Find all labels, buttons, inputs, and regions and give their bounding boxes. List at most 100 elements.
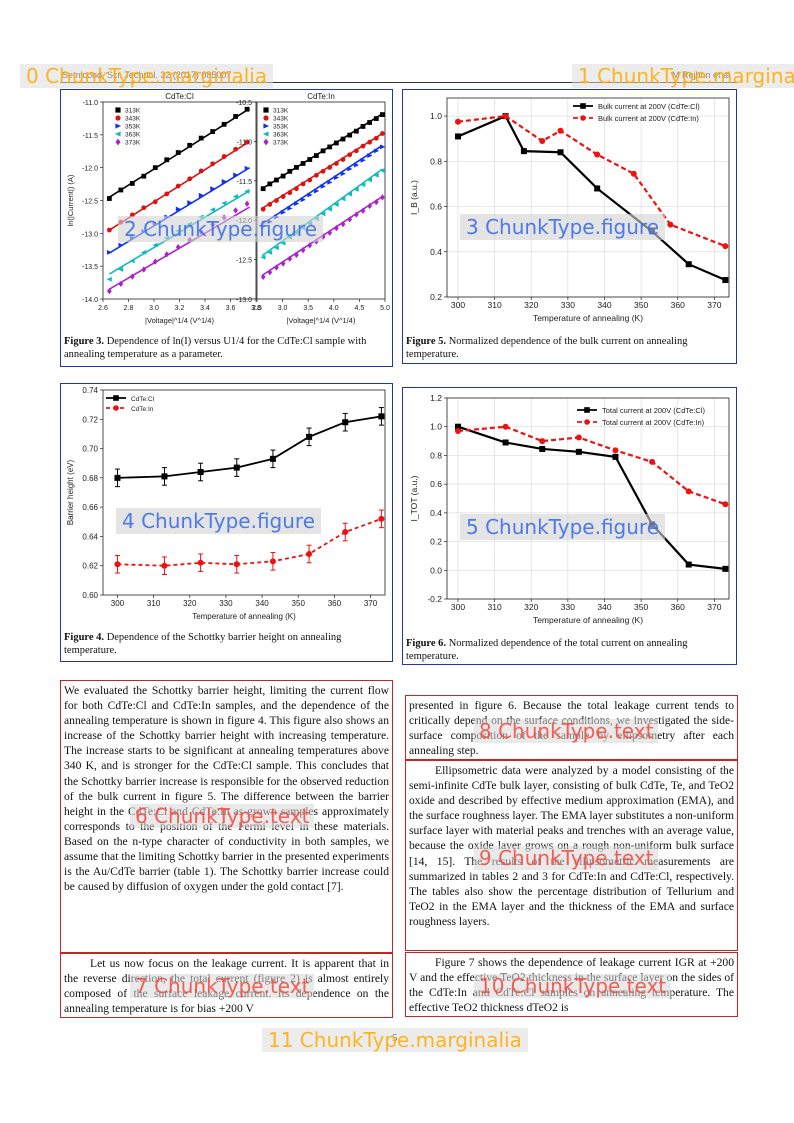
fig3b-point-2-13: [347, 166, 353, 172]
text-block-right-3: Figure 7 shows the dependence of leakage…: [405, 952, 738, 1017]
fig3a-point-3-12: [244, 188, 250, 194]
fig6-series-line-1: [457, 425, 726, 506]
fig3b-point-4-0: [260, 273, 266, 281]
fig3b-point-2-16: [367, 153, 373, 158]
text-block-right-2: Ellipsometric data were analyzed by a mo…: [405, 760, 738, 951]
fig3b-point-0-0: [260, 186, 266, 192]
fig3a-point-0-0: [106, 196, 112, 201]
fig3b-point-1-3: [280, 194, 286, 199]
fig3b-point-2-9: [320, 183, 326, 189]
fig4-legend-marker-0: [113, 395, 119, 401]
fig4-series-line-1: [117, 518, 382, 567]
fig3a-point-1-7: [187, 176, 193, 182]
fig4-point-0-4: [269, 455, 276, 462]
fig3a-point-1-0: [106, 227, 112, 233]
fig3b-legend-label-2: 353K: [273, 124, 289, 131]
fig3a-xtick-label-1: 2.8: [124, 305, 134, 312]
fig6-point-1-1: [502, 423, 509, 430]
fig3a-legend-marker-3: [114, 131, 121, 137]
fig3a-point-4-0: [106, 288, 112, 295]
fig3b-xtick-label-1: 3.0: [278, 305, 288, 312]
fig3b-point-4-2: [274, 264, 279, 271]
fig3a-legend-marker-4: [115, 138, 121, 146]
fig3b-point-2-12: [340, 171, 346, 177]
fig6-point-1-0: [454, 428, 461, 435]
fig3a-point-4-3: [141, 266, 147, 273]
fig3a-legend-marker-0: [115, 107, 121, 113]
fig6-point-1-4: [612, 447, 619, 454]
fig3b-point-2-10: [327, 179, 333, 185]
figure-3-caption-label: Figure 3.: [64, 336, 105, 347]
fig3b-ytick-label-4: -11.0: [237, 139, 253, 146]
fig6-xtick-label-7: 370: [707, 602, 721, 612]
figure-6-caption-label: Figure 6.: [406, 638, 447, 649]
figure-6-caption: Figure 6. Normalized dependence of the t…: [406, 638, 734, 663]
fig3b-ytick-label-2: -12.0: [236, 218, 252, 225]
fig3b-legend-label-0: 313K: [273, 108, 289, 115]
fig3b-point-3-2: [273, 245, 279, 251]
fig4-point-1-0: [114, 561, 121, 568]
fig6-plot-frame: [446, 397, 730, 600]
fig3a-title: CdTe:Cl: [165, 92, 194, 101]
fig4-xtick-label-4: 340: [255, 599, 269, 608]
fig3b-point-1-16: [367, 139, 373, 145]
fig3b-point-3-1: [266, 250, 273, 255]
fig3b-ytick-label-1: -12.5: [236, 258, 252, 265]
fig5-point-0-6: [685, 261, 692, 268]
fig3a-fit-line-2: [108, 166, 251, 254]
fig6-xtick-label-6: 360: [671, 602, 685, 612]
fig3b-point-3-0: [260, 254, 266, 260]
fig3a-point-0-9: [210, 129, 216, 134]
fig3b-ytick-label-5: -10.5: [236, 100, 252, 107]
fig6-ytick-label-3: 0.4: [430, 508, 442, 518]
fig3b-point-0-18: [380, 112, 385, 118]
page-number: 5: [392, 1032, 398, 1044]
figure-4-caption-text: Dependence of the Schottky barrier heigh…: [64, 632, 342, 656]
fig5-point-0-3: [557, 149, 564, 156]
paragraph-schottky-barrier: We evaluated the Schottky barrier height…: [64, 684, 389, 894]
fig4-ytick-label-6: 0.72: [82, 415, 98, 424]
fig5-ylabel: I_B (a.u.): [409, 180, 419, 215]
fig3b-point-1-4: [287, 190, 293, 196]
fig3a-point-1-12: [244, 139, 250, 145]
fig6-point-1-7: [722, 501, 729, 508]
fig3b-point-1-11: [333, 161, 339, 166]
fig3b-point-0-2: [274, 177, 279, 183]
paragraph-ellipsometry: Ellipsometric data were analyzed by a mo…: [409, 764, 734, 928]
fig5-xtick-label-0: 300: [451, 300, 465, 310]
fig3b-point-2-3: [280, 209, 286, 215]
fig3a-point-0-11: [233, 114, 238, 119]
fig3a-legend-label-2: 353K: [125, 124, 141, 131]
fig5-point-1-7: [722, 243, 729, 250]
fig3a-point-4-6: [175, 244, 181, 251]
fig4-point-0-0: [114, 474, 121, 481]
fig5-xtick-label-4: 340: [597, 300, 611, 310]
fig3b-point-3-9: [320, 211, 326, 217]
fig3a-point-3-2: [129, 258, 135, 264]
fig3b-point-4-17: [373, 198, 379, 206]
fig3a-point-4-11: [233, 207, 238, 214]
fig3a-point-1-11: [233, 146, 239, 152]
fig3b-point-1-14: [353, 148, 359, 154]
fig6-point-0-4: [612, 453, 619, 460]
fig4-series-line-0: [117, 415, 382, 479]
fig3a-point-0-1: [118, 187, 124, 193]
fig4-ytick-label-7: 0.74: [82, 386, 98, 395]
figure-5-caption-label: Figure 5.: [406, 336, 447, 347]
fig3b-point-2-6: [300, 197, 306, 203]
fig4-point-1-1: [161, 562, 168, 569]
fig3b-point-2-4: [287, 205, 293, 211]
fig3a-point-3-4: [152, 242, 158, 248]
fig3b-point-1-1: [267, 202, 273, 207]
fig3a-point-0-6: [175, 150, 181, 155]
fig3a-point-2-9: [210, 186, 216, 192]
fig5-plot-frame: [446, 97, 730, 298]
fig3b-point-1-12: [340, 157, 346, 162]
fig3a-point-2-7: [187, 200, 193, 205]
fig4-ytick-label-4: 0.68: [82, 474, 98, 483]
fig5-xtick-label-3: 330: [561, 300, 575, 310]
fig3b-legend-label-1: 343K: [273, 116, 289, 123]
fig3b-point-2-17: [373, 148, 380, 154]
fig3a-legend-label-3: 363K: [125, 132, 141, 139]
fig5-point-1-4: [594, 151, 601, 158]
